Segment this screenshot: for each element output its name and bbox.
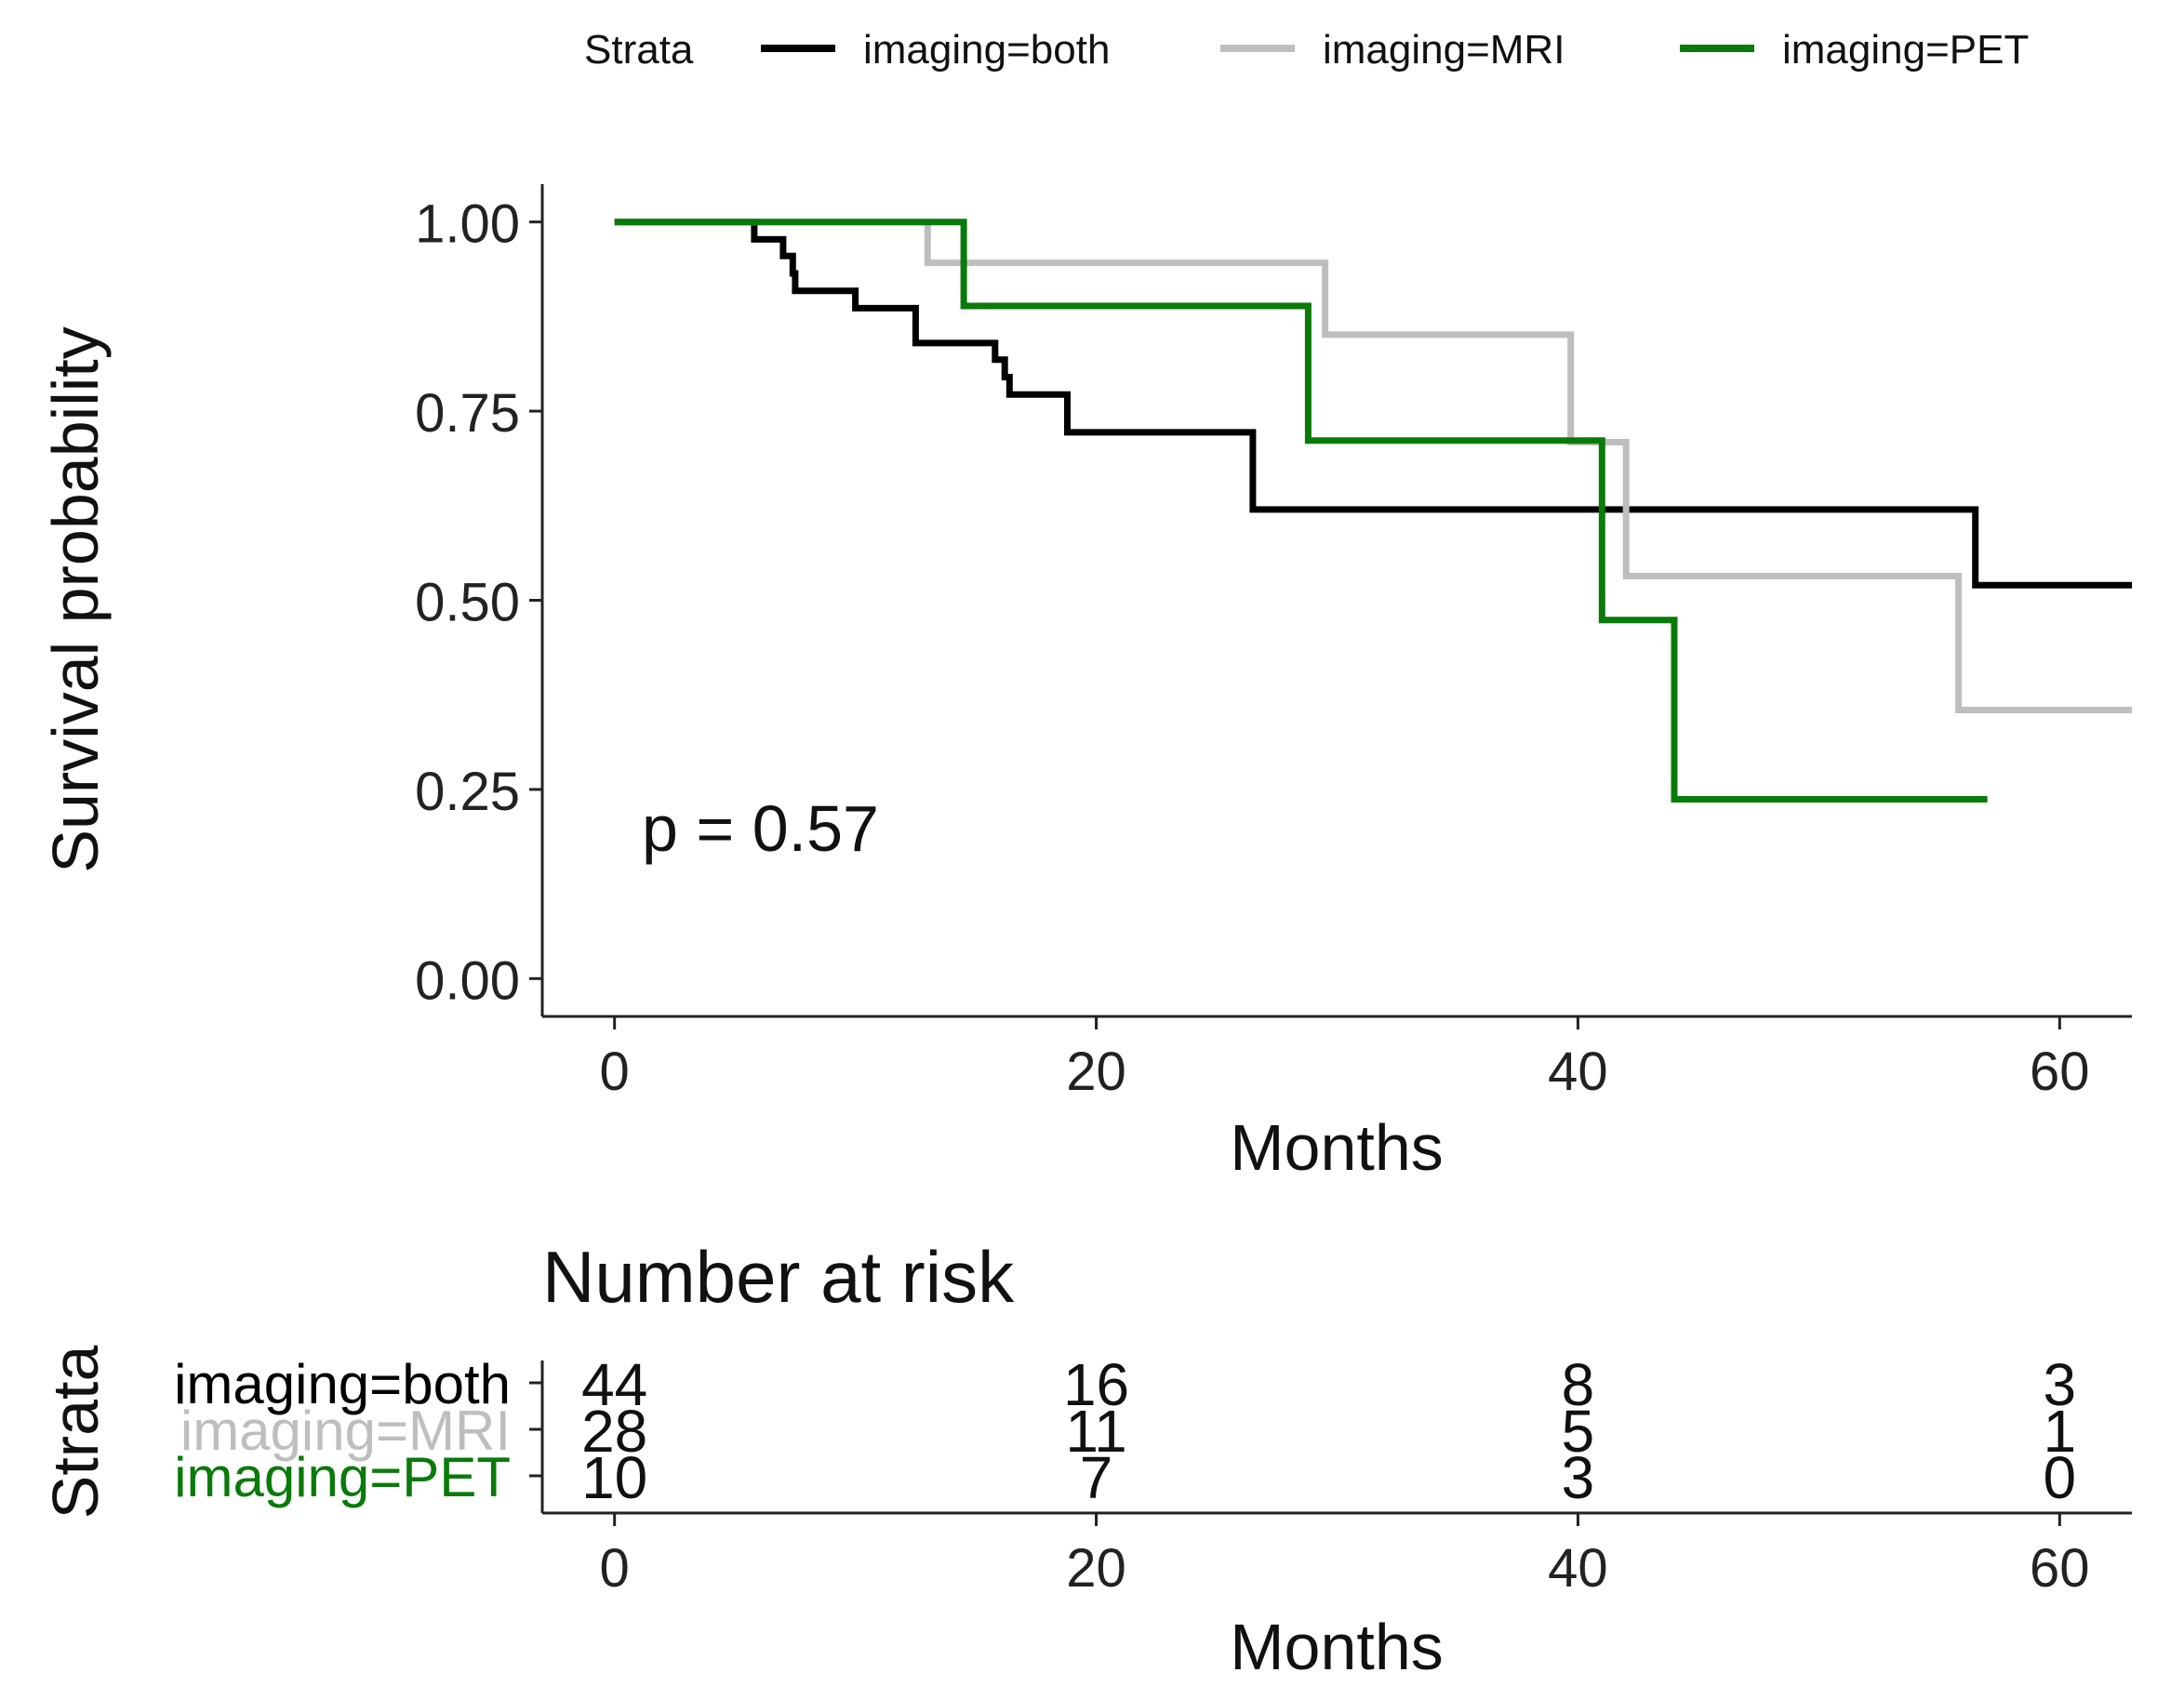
risk-x-axis-title: Months	[1230, 1611, 1444, 1683]
risk-count-imaging-pet: 10	[581, 1444, 647, 1511]
risk-x-tick-label: 20	[1066, 1538, 1126, 1599]
x-tick-label: 20	[1066, 1042, 1126, 1102]
risk-count-imaging-pet: 7	[1080, 1444, 1113, 1511]
legend-label-both: imaging=both	[863, 27, 1110, 73]
risk-x-tick-label: 60	[2030, 1538, 2090, 1599]
legend-label-pet: imaging=PET	[1782, 27, 2029, 73]
risk-table-title: Number at risk	[542, 1236, 1015, 1318]
y-tick-label: 0.00	[415, 950, 520, 1011]
risk-x-tick-label: 0	[600, 1538, 630, 1599]
y-tick-label: 0.25	[415, 762, 520, 822]
legend-label-mri: imaging=MRI	[1323, 27, 1565, 73]
legend: Strata imaging=both imaging=MRI imaging=…	[584, 27, 2029, 73]
y-tick-label: 1.00	[415, 194, 520, 255]
survival-curves	[615, 222, 2132, 800]
risk-count-imaging-pet: 3	[1562, 1444, 1595, 1511]
risk-row-label-imaging-pet: imaging=PET	[174, 1446, 511, 1508]
risk-table-y-title: Strata	[39, 1346, 112, 1520]
y-axis-title: Survival probability	[39, 326, 112, 872]
risk-table: Number at risk Strata imaging=both 44 16 8 3…	[39, 1236, 2132, 1683]
survival-curve-imaging-both	[615, 222, 2132, 586]
x-tick-label: 60	[2030, 1042, 2090, 1102]
x-axis-ticks: 0 20 40 60	[600, 1016, 2090, 1102]
x-tick-label: 40	[1548, 1042, 1608, 1102]
x-axis-title: Months	[1230, 1111, 1444, 1184]
y-axis-ticks: 0.00 0.25 0.50 0.75 1.00	[415, 194, 542, 1012]
survival-plot: 0.00 0.25 0.50 0.75 1.00 0 20 40 60 p = 0.57 Mo…	[39, 184, 2132, 1184]
x-tick-label: 0	[600, 1042, 630, 1102]
survival-chart-figure: Strata imaging=both imaging=MRI imaging=…	[0, 0, 2184, 1699]
risk-x-tick-label: 40	[1548, 1538, 1608, 1599]
y-tick-label: 0.75	[415, 383, 520, 444]
risk-count-imaging-pet: 0	[2044, 1444, 2077, 1511]
legend-title: Strata	[584, 27, 694, 73]
survival-curve-imaging-mri	[615, 222, 2132, 710]
y-tick-label: 0.50	[415, 573, 520, 633]
p-value-annotation: p = 0.57	[642, 792, 879, 865]
risk-x-axis-ticks: 0 20 40 60	[600, 1513, 2090, 1599]
